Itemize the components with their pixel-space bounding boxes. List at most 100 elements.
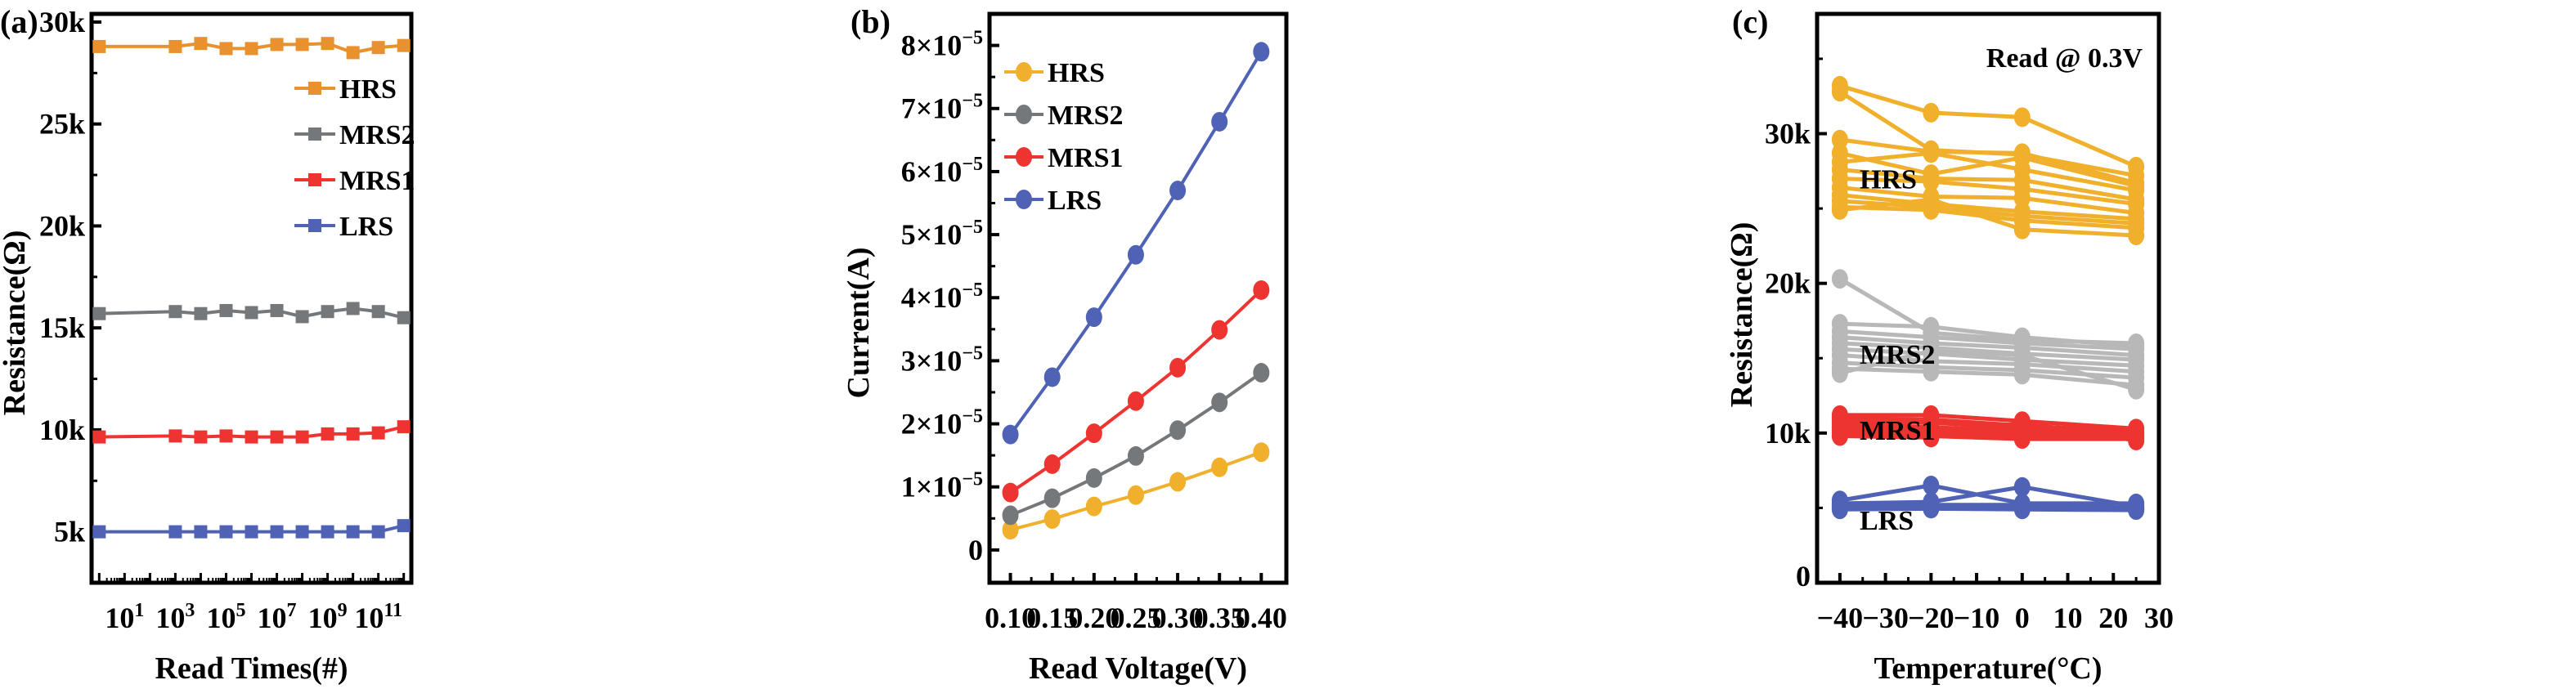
data-point-lrs: [397, 519, 411, 533]
x-tick-label: −20: [1908, 602, 1954, 634]
legend-marker: [308, 128, 321, 141]
legend-marker: [1016, 147, 1032, 167]
data-point-hrs: [2013, 107, 2031, 128]
x-tick-label: 30: [2144, 602, 2174, 634]
series-line-mrs2: [1839, 335, 2137, 358]
data-point-hrs: [2013, 219, 2031, 239]
y-axis-title: Resistance(Ω): [1725, 222, 1759, 408]
data-point-lrs: [371, 525, 385, 539]
data-point-mrs2: [270, 303, 284, 317]
group-label-hrs: HRS: [1860, 164, 1917, 195]
legend-label: HRS: [1048, 58, 1105, 88]
y-axis-title: Resistance(Ω): [0, 230, 32, 416]
x-tick-label: 0.10: [985, 602, 1036, 634]
data-point-hrs: [2128, 226, 2145, 246]
series-line-mrs2: [1839, 341, 2137, 362]
data-point-lrs: [1923, 475, 1940, 495]
x-tick-label: −10: [1954, 602, 2000, 634]
panel-c: 0 10k 20k 30k −40 −30 −20 −10 0 10 20 30 Temperature…: [1725, 3, 2174, 686]
data-point-lrs: [1211, 111, 1228, 132]
data-point-mrs2: [1127, 445, 1144, 466]
y-tick-label: 3×10−5: [901, 342, 983, 377]
series-line-mrs2: [1839, 321, 2137, 349]
data-point-mrs1: [295, 430, 309, 444]
x-tick-label: 0.15: [1026, 602, 1078, 634]
data-point-hrs: [168, 39, 182, 53]
x-tick-label: 0.20: [1068, 602, 1120, 634]
data-point-hrs: [194, 37, 208, 51]
legend-label: MRS1: [1048, 143, 1124, 173]
y-tick-label: 8×10−5: [901, 28, 983, 62]
series-line-hrs: [1839, 150, 2137, 189]
plot-frame: [1815, 11, 2161, 585]
x-tick-label: 101: [105, 600, 144, 634]
x-tick-label: 0.35: [1194, 602, 1245, 634]
data-point-mrs2: [371, 305, 385, 319]
series-line-mrs1: [1839, 425, 2137, 439]
x-tick-label: 109: [308, 600, 348, 634]
series-line-hrs: [1839, 193, 2137, 221]
series-line-lrs: [1839, 506, 2137, 512]
data-point-lrs: [1002, 424, 1019, 445]
series-line-mrs2: [1839, 366, 2137, 387]
legend-marker: [308, 82, 321, 95]
data-point-hrs: [1211, 457, 1228, 477]
y-tick-label: 5×10−5: [901, 217, 983, 251]
x-tick-label: 10: [2053, 602, 2083, 634]
data-point-lrs: [1085, 307, 1102, 328]
series-line-mrs1: [1839, 413, 2137, 431]
data-point-mrs1: [1831, 426, 1848, 446]
data-point-lrs: [2013, 476, 2031, 497]
data-point-mrs2: [1253, 363, 1270, 383]
data-point-mrs2: [1923, 361, 1940, 382]
y-tick-label: 5k: [54, 516, 85, 548]
data-point-mrs1: [371, 426, 385, 440]
panel-label: (a): [0, 3, 38, 40]
data-point-hrs: [219, 42, 233, 56]
y-tick-label: 20k: [1765, 267, 1811, 300]
group-label-lrs: LRS: [1860, 506, 1914, 536]
data-point-mrs1: [1085, 423, 1102, 444]
x-tick-label: 20: [2098, 602, 2128, 634]
legend-label: LRS: [339, 212, 393, 242]
group-label-mrs1: MRS1: [1860, 416, 1936, 446]
data-point-hrs: [1923, 102, 1940, 123]
series-line-hrs: [1839, 167, 2137, 202]
x-tick-label: 107: [258, 600, 297, 634]
data-point-lrs: [2013, 499, 2031, 520]
data-point-lrs: [2128, 500, 2145, 521]
data-point-lrs: [1127, 244, 1144, 265]
legend-marker: [308, 173, 321, 186]
y-tick-label: 7×10−5: [901, 91, 983, 125]
data-point-mrs2: [1831, 269, 1848, 289]
data-point-mrs1: [194, 430, 208, 444]
data-point-hrs: [245, 42, 258, 56]
data-point-hrs: [371, 41, 385, 55]
series-line-hrs: [1839, 150, 2137, 193]
data-point-hrs: [1085, 496, 1102, 517]
legend-label: MRS1: [339, 166, 415, 196]
data-point-hrs: [1831, 82, 1848, 102]
panel-b: 0 1×10−5 2×10−5 3×10−5 4×10−5 5×10−5 6×10−5 7×1…: [841, 3, 1289, 686]
y-axis-title: Current(A): [841, 247, 876, 398]
data-point-lrs: [219, 525, 233, 539]
legend-marker: [308, 219, 321, 232]
data-point-hrs: [1253, 442, 1270, 463]
data-point-mrs2: [397, 311, 411, 324]
data-point-hrs: [1923, 190, 1940, 210]
y-tick-label: 10k: [1765, 417, 1811, 450]
legend-marker: [1016, 62, 1032, 82]
data-point-mrs2: [2013, 345, 2031, 365]
legend-label: HRS: [339, 74, 397, 105]
data-point-mrs2: [2128, 379, 2145, 400]
x-tick-label: 0.25: [1110, 602, 1161, 634]
data-point-hrs: [1923, 172, 1940, 192]
data-point-mrs1: [270, 430, 284, 444]
data-point-hrs: [1169, 472, 1187, 492]
data-point-lrs: [1169, 181, 1187, 201]
x-tick-label: 103: [155, 600, 195, 634]
data-point-mrs2: [1923, 341, 1940, 361]
data-point-mrs1: [346, 427, 360, 441]
data-point-hrs: [2013, 188, 2031, 208]
